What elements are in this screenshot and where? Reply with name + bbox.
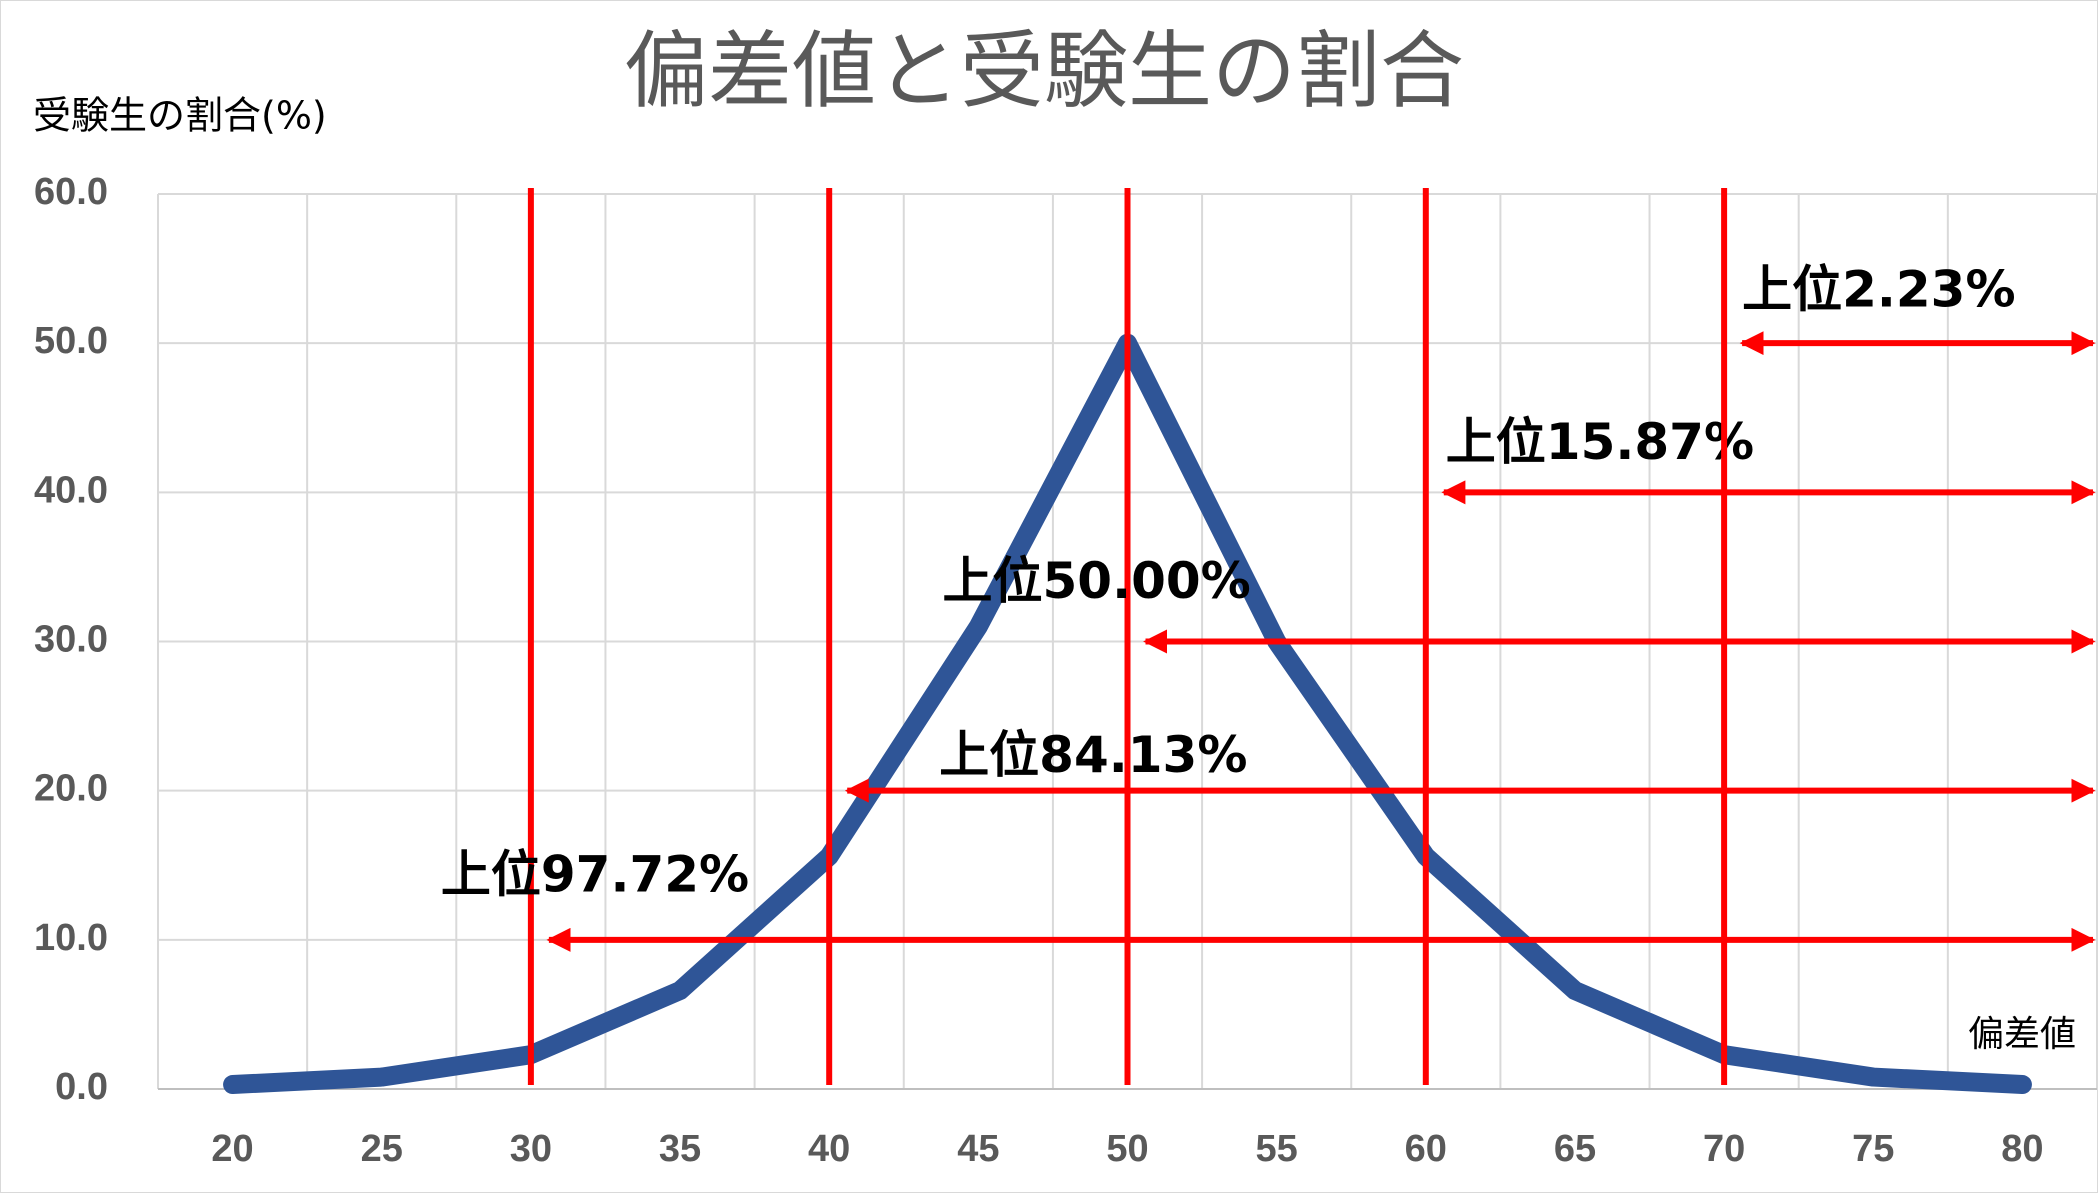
x-tick-label: 45 xyxy=(957,1128,999,1170)
x-axis-label: 偏差値 xyxy=(1968,1014,2076,1055)
annotation-label: 上位50.00% xyxy=(943,552,1251,610)
x-tick-label: 65 xyxy=(1554,1128,1596,1170)
y-tick-label: 0.0 xyxy=(55,1066,108,1108)
x-tick-label: 55 xyxy=(1256,1128,1298,1170)
chart-title: 偏差値と受験生の割合 xyxy=(624,22,1464,120)
x-tick-label: 50 xyxy=(1106,1128,1148,1170)
x-tick-label: 60 xyxy=(1405,1128,1447,1170)
x-tick-label: 30 xyxy=(510,1128,552,1170)
y-tick-label: 20.0 xyxy=(34,768,108,810)
x-tick-label: 40 xyxy=(808,1128,850,1170)
x-tick-label: 75 xyxy=(1852,1128,1894,1170)
y-tick-label: 40.0 xyxy=(34,469,108,511)
annotation-label: 上位2.23% xyxy=(1742,261,2015,319)
x-tick-label: 25 xyxy=(361,1128,403,1170)
y-tick-label: 60.0 xyxy=(34,171,108,213)
x-tick-label: 70 xyxy=(1703,1128,1745,1170)
x-tick-label: 80 xyxy=(2001,1128,2043,1170)
y-tick-label: 30.0 xyxy=(34,619,108,661)
y-axis-label: 受験生の割合(%) xyxy=(33,94,327,138)
annotation-label: 上位84.13% xyxy=(939,726,1247,784)
annotation-label: 上位97.72% xyxy=(441,845,749,903)
y-tick-label: 10.0 xyxy=(34,917,108,959)
x-tick-label: 20 xyxy=(211,1128,253,1170)
y-tick-label: 50.0 xyxy=(34,320,108,362)
annotation-label: 上位15.87% xyxy=(1446,413,1754,471)
x-tick-label: 35 xyxy=(659,1128,701,1170)
